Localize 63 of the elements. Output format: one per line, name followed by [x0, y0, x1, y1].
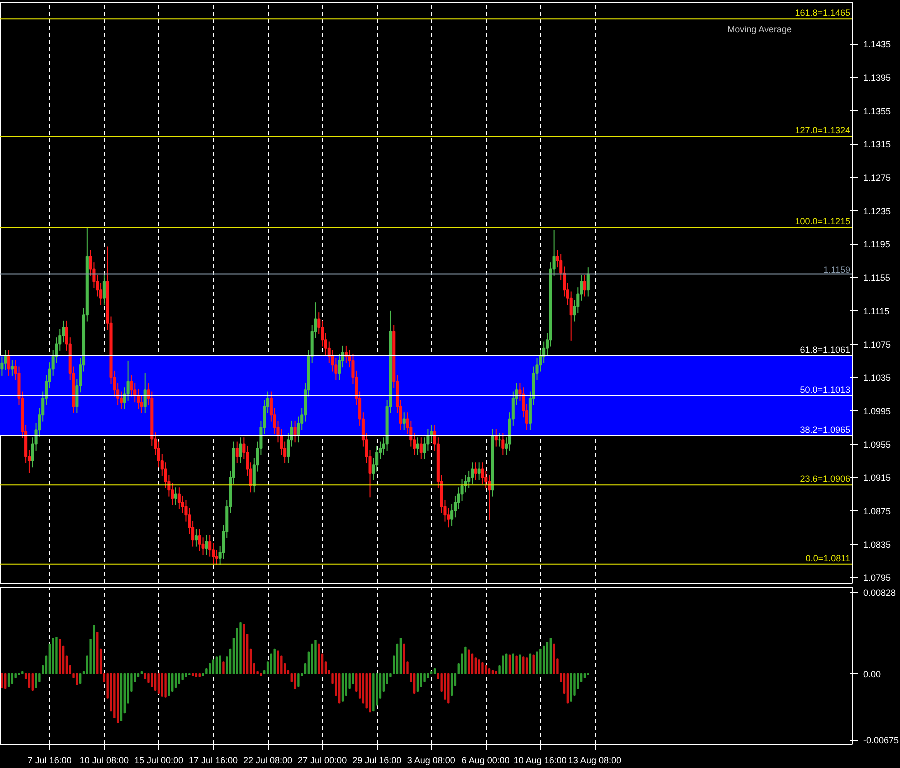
candlestick [205, 534, 208, 556]
y-tick-label: 1.1395 [864, 73, 892, 84]
x-tick-label: 6 Aug 00:00 [462, 756, 510, 766]
ref-line-label: 38.2=1.0965 [800, 424, 851, 435]
y-tick-label: 0.00828 [864, 588, 896, 598]
ref-line-label: 50.0=1.1013 [800, 384, 851, 395]
y-tick-label: 1.1075 [864, 340, 892, 350]
candlestick [10, 360, 14, 376]
candlestick [236, 441, 239, 464]
candlestick [474, 462, 478, 481]
y-tick-label: 1.1035 [864, 373, 892, 384]
ref-line-label: 100.0=1.1215 [795, 216, 851, 227]
candlestick [481, 462, 484, 485]
x-tick-label: 27 Jul 00:00 [298, 756, 348, 766]
candlestick [470, 462, 474, 485]
y-tick-label: 0.00 [864, 669, 882, 680]
candlestick [198, 528, 202, 552]
y-tick-label: 1.0955 [864, 440, 892, 450]
y-tick-label: 1.0875 [864, 506, 892, 516]
candlestick [420, 437, 423, 460]
candlestick [402, 412, 406, 431]
candlestick [144, 372, 147, 414]
y-tick-label: 1.1155 [864, 273, 890, 284]
candlestick [583, 274, 586, 298]
ref-line-label: 61.8=1.1061 [800, 344, 851, 355]
y-tick-label: 1.0915 [864, 473, 892, 484]
y-tick-label: 1.1195 [864, 240, 890, 250]
y-tick-label: 1.1355 [864, 106, 892, 116]
candlestick [194, 528, 198, 548]
ref-line-label: 0.0=1.0811 [806, 553, 851, 564]
x-tick-label: 29 Jul 16:00 [352, 756, 402, 766]
x-tick-label: 13 Aug 08:00 [568, 756, 622, 766]
candlestick [586, 267, 590, 298]
candlestick [174, 487, 178, 506]
x-tick-label: 7 Jul 16:00 [28, 756, 72, 766]
candlestick [294, 420, 297, 444]
y-tick-label: 1.1275 [864, 173, 892, 184]
candlestick [178, 487, 181, 510]
ref-line-label: 23.6=1.0906 [800, 474, 851, 484]
y-tick-label: 1.0835 [864, 540, 892, 550]
ref-line-label: 127.0=1.1324 [795, 126, 851, 136]
y-tick-label: 1.1315 [864, 140, 892, 150]
y-tick-label: 1.0795 [864, 573, 892, 584]
annotation: Moving Average [728, 24, 792, 34]
x-tick-label: 10 Aug 16:00 [514, 756, 567, 766]
candlestick [102, 274, 106, 306]
y-tick-label: 1.1235 [864, 206, 892, 216]
x-tick-label: 15 Jul 00:00 [134, 756, 184, 766]
ref-line-label: 161.8=1.1465 [795, 8, 851, 18]
x-tick-label: 3 Aug 08:00 [407, 756, 456, 766]
candlestick [416, 437, 420, 456]
x-tick-label: 17 Jul 16:00 [188, 756, 238, 766]
candlestick [502, 432, 505, 456]
y-tick-label: 1.1115 [864, 306, 890, 316]
candlestick [478, 462, 481, 481]
y-tick-label: -0.00675 [864, 736, 900, 746]
y-tick-label: 1.0995 [864, 406, 892, 416]
ref-line-label: 1.1159 [824, 265, 850, 276]
x-tick-label: 22 Jul 08:00 [244, 756, 293, 766]
y-tick-label: 1.1435 [864, 40, 892, 50]
candlestick [8, 350, 11, 376]
x-tick-label: 10 Jul 08:00 [80, 756, 129, 766]
candlestick [239, 437, 242, 464]
